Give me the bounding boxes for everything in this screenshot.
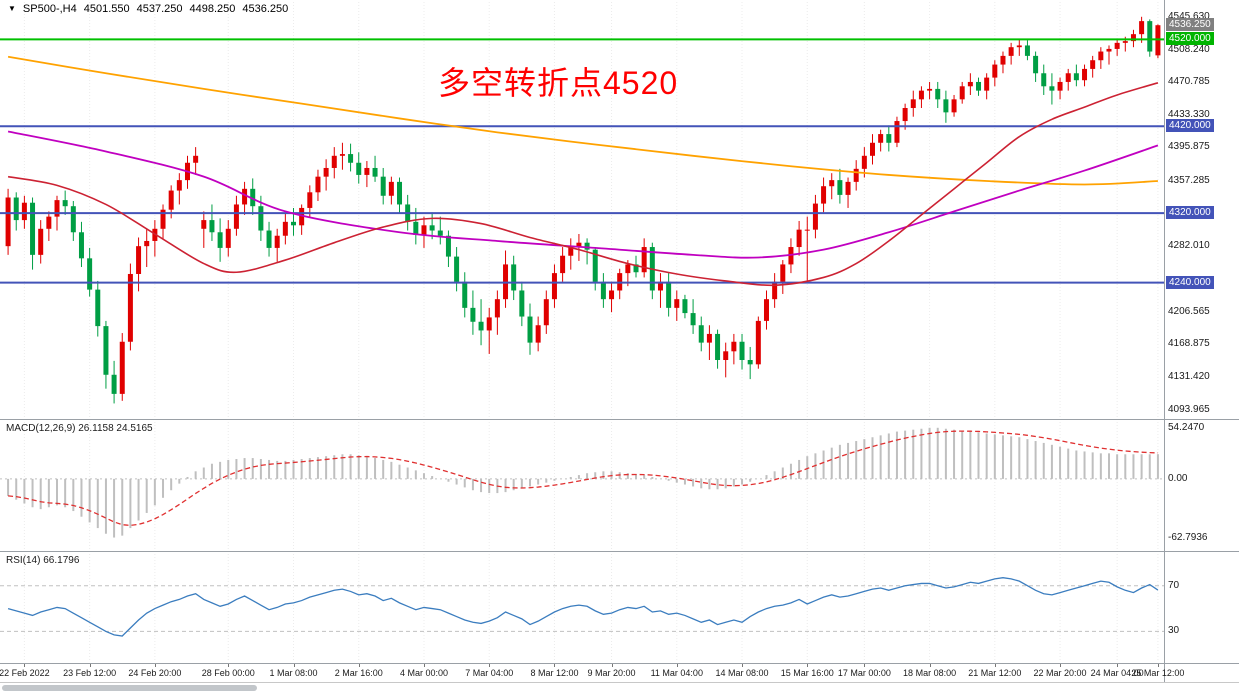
ohlc-high: 4537.250 <box>136 3 183 15</box>
time-axis-label: 28 Feb 00:00 <box>201 668 255 678</box>
price-axis-label: 4093.965 <box>1168 403 1210 415</box>
price-chart-canvas[interactable] <box>0 0 1164 424</box>
price-axis-label: 4206.565 <box>1168 305 1210 317</box>
time-axis-label: 25 Mar 12:00 <box>1131 668 1185 678</box>
price-axis-label: 4168.875 <box>1168 338 1210 350</box>
time-axis-label: 21 Mar 12:00 <box>968 668 1022 678</box>
time-axis-label: 7 Mar 04:00 <box>465 668 514 678</box>
time-tick-mark <box>554 664 556 667</box>
time-axis-label: 11 Mar 04:00 <box>650 668 703 678</box>
time-axis-label: 23 Feb 12:00 <box>63 668 117 678</box>
time-tick-mark <box>293 664 295 667</box>
rsi-axis-label: 70 <box>1168 579 1180 591</box>
time-axis-separator <box>0 663 1239 664</box>
time-tick-mark <box>423 664 425 667</box>
price-axis-label: 4131.420 <box>1168 371 1210 382</box>
time-axis-label: 2 Mar 16:00 <box>334 668 383 678</box>
time-tick-mark <box>994 664 996 667</box>
time-axis-label: 24 Mar 04:00 <box>1090 668 1144 678</box>
time-axis-label: 15 Mar 16:00 <box>780 668 834 678</box>
symbol-period-label: SP500-,H4 <box>22 3 77 15</box>
price-axis-label: 4282.010 <box>1168 240 1210 252</box>
panel-separator-rsi[interactable] <box>0 551 1239 552</box>
time-axis[interactable]: 22 Feb 2022 23 Feb 12:00 24 Feb 20:00 28 Fe… <box>0 664 1239 682</box>
rsi-panel-canvas[interactable] <box>0 552 1164 668</box>
time-axis-label: 22 Feb 2022 <box>0 668 50 678</box>
time-axis-label: 1 Mar 08:00 <box>269 668 318 678</box>
symbol-triangle-icon: ▼ <box>8 4 16 13</box>
price-axis[interactable]: 4545.630 4508.240 4470.785 4433.330 4395.875… <box>1165 0 1239 419</box>
macd-axis-label: 54.2470 <box>1168 421 1205 433</box>
price-axis-label: 4470.785 <box>1168 76 1210 88</box>
time-axis-label: 17 Mar 00:00 <box>837 668 891 678</box>
price-level-badge: 4420.000 <box>1166 119 1214 133</box>
price-axis-border <box>1164 0 1165 682</box>
time-axis-label: 14 Mar 08:00 <box>715 668 769 678</box>
price-axis-label: 4357.285 <box>1168 174 1210 186</box>
time-tick-mark <box>864 664 866 667</box>
time-tick-mark <box>929 664 931 667</box>
price-axis-label: 4545.630 <box>1168 11 1210 23</box>
price-level-badge: 4536.250 <box>1166 18 1214 32</box>
time-tick-mark <box>24 664 26 667</box>
price-axis-label: 4508.240 <box>1168 43 1210 55</box>
time-tick-mark <box>676 664 678 667</box>
time-tick-mark <box>611 664 613 667</box>
time-tick-mark <box>489 664 491 667</box>
time-tick-mark <box>1060 664 1062 667</box>
ohlc-info-bar: ▼ SP500-,H4 4501.550 4537.250 4498.250 4536.2… <box>8 3 295 15</box>
ohlc-open: 4501.550 <box>83 3 130 15</box>
rsi-label: RSI(14) 66.1796 <box>6 555 80 566</box>
time-tick-mark <box>89 664 91 667</box>
macd-label: MACD(12,26,9) 26.1158 24.5165 <box>6 423 153 434</box>
rsi-axis[interactable]: 70 30 <box>1165 552 1239 663</box>
annotation-text: 多空转折点4520 <box>438 65 679 101</box>
ohlc-close: 4536.250 <box>242 3 289 15</box>
price-axis-label: 4433.330 <box>1168 108 1210 120</box>
price-level-badge: 4240.000 <box>1166 275 1214 289</box>
time-axis-label: 4 Mar 00:00 <box>399 668 448 678</box>
time-tick-mark <box>154 664 156 667</box>
time-axis-label: 9 Mar 20:00 <box>587 668 636 678</box>
time-tick-mark <box>1157 664 1159 667</box>
scrollbar-separator <box>0 682 1239 683</box>
time-axis-label: 22 Mar 20:00 <box>1033 668 1087 678</box>
scrollbar-track[interactable] <box>0 683 1239 693</box>
time-axis-label: 24 Feb 20:00 <box>128 668 182 678</box>
macd-panel-canvas[interactable] <box>0 420 1164 556</box>
rsi-axis-label: 30 <box>1168 625 1180 637</box>
time-axis-label: 18 Mar 08:00 <box>903 668 957 678</box>
panel-separator-macd[interactable] <box>0 419 1239 420</box>
macd-axis-label: -62.7936 <box>1168 532 1208 544</box>
time-tick-mark <box>358 664 360 667</box>
price-level-badge: 4320.000 <box>1166 206 1214 220</box>
time-tick-mark <box>1117 664 1119 667</box>
price-level-badge: 4520.000 <box>1166 32 1214 46</box>
time-axis-label: 8 Mar 12:00 <box>530 668 579 678</box>
price-axis-label: 4395.875 <box>1168 141 1210 153</box>
time-tick-mark <box>228 664 230 667</box>
macd-axis[interactable]: 54.2470 0.00 -62.7936 <box>1165 420 1239 551</box>
macd-axis-label: 0.00 <box>1168 472 1188 484</box>
time-tick-mark <box>742 664 744 667</box>
ohlc-low: 4498.250 <box>189 3 236 15</box>
scrollbar-thumb[interactable] <box>2 685 257 691</box>
time-tick-mark <box>807 664 809 667</box>
